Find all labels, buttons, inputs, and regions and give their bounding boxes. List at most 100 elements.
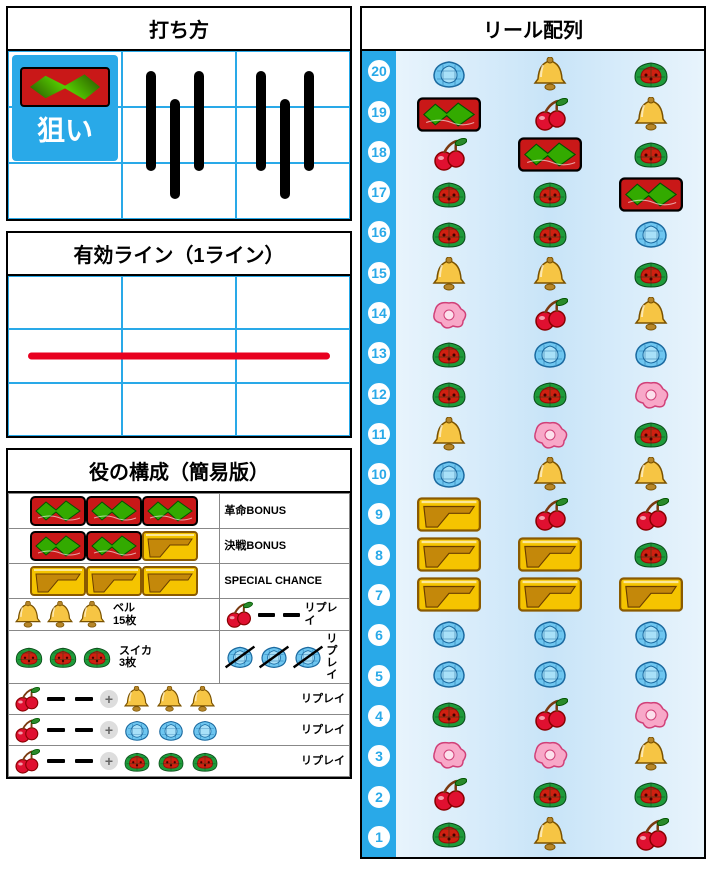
reel-slot [530, 335, 570, 373]
reel-number: 17 [362, 172, 396, 212]
reel-slot [530, 655, 570, 693]
reel-number: 11 [362, 414, 396, 454]
reel-slot [631, 655, 671, 693]
bell-icon [632, 737, 670, 771]
melon-icon [631, 259, 671, 289]
reel-slot [429, 335, 469, 373]
reel-row-numbers: 1234567891011121314151617181920 [362, 51, 396, 857]
reel-slot [429, 175, 469, 213]
blue-icon [429, 459, 469, 489]
reel-slot [532, 495, 568, 533]
melon-icon [429, 219, 469, 249]
melon-icon [13, 645, 45, 669]
reel-number: 15 [362, 253, 396, 293]
cherry-icon [633, 817, 669, 851]
reel-number: 19 [362, 91, 396, 131]
reel-number: 18 [362, 132, 396, 172]
pink-icon [631, 379, 671, 409]
reel-bars-3 [256, 63, 314, 207]
bell-icon [430, 417, 468, 451]
reel-number: 1 [362, 817, 396, 857]
reel-columns [396, 51, 704, 857]
blue-icon [156, 719, 186, 742]
pink-icon [631, 699, 671, 729]
reel-slot [530, 735, 570, 773]
melon-icon [81, 645, 113, 669]
reel-number: 2 [362, 776, 396, 816]
cherry-icon [532, 497, 568, 531]
red7-icon [142, 496, 198, 526]
play-grid: 狙い [8, 51, 350, 219]
cherry-icon [431, 137, 467, 171]
gold7-icon [417, 497, 481, 532]
gold7-icon [518, 537, 582, 572]
blue-icon [631, 219, 671, 249]
pink-icon [530, 739, 570, 769]
cherry-icon [13, 686, 40, 712]
melon-icon [156, 750, 186, 773]
reel-slot [619, 575, 683, 613]
red7-icon [30, 531, 86, 561]
melon-icon [530, 219, 570, 249]
reel-slot [633, 815, 669, 853]
reel-slot [631, 615, 671, 653]
red7-icon [86, 531, 142, 561]
blue-icon [224, 645, 256, 669]
bell-icon [632, 457, 670, 491]
bell-icon [45, 601, 75, 628]
reel-slot [631, 255, 671, 293]
blue-icon [631, 619, 671, 649]
combo-panel: 役の構成（簡易版） 革命BONUS決戦BONUSSPECIAL CHANCEベル… [6, 448, 352, 779]
reel-slot [417, 495, 481, 533]
bell-icon [430, 257, 468, 291]
blue-icon [122, 719, 152, 742]
reel-slot [429, 375, 469, 413]
reel-slot [429, 695, 469, 733]
reel-title: リール配列 [362, 8, 704, 51]
red7-icon [20, 67, 110, 107]
reel-slot [530, 375, 570, 413]
reel-slot [531, 255, 569, 293]
reel-number: 6 [362, 615, 396, 655]
melon-icon [631, 419, 671, 449]
reel-slot [631, 55, 671, 93]
blue-icon [190, 719, 220, 742]
blue-icon [429, 659, 469, 689]
melon-icon [122, 750, 152, 773]
aim-label: 狙い [37, 109, 93, 149]
blue-icon [530, 339, 570, 369]
combo-row: SPECIAL CHANCE [9, 564, 350, 599]
combo-row: スイカ 3枚リプレイ [9, 631, 350, 684]
gold7-icon [86, 566, 142, 596]
bell-icon [122, 686, 151, 712]
combo-row: +リプレイ [9, 715, 350, 746]
reel-slot [417, 95, 481, 133]
reel-slot [532, 695, 568, 733]
reel-slot [429, 55, 469, 93]
melon-icon [429, 339, 469, 369]
reel-slot [431, 775, 467, 813]
reel-number: 5 [362, 656, 396, 696]
reel-slot [531, 815, 569, 853]
reel-slot [530, 415, 570, 453]
reel-slot [530, 775, 570, 813]
reel-slot [429, 735, 469, 773]
reel-slot [631, 215, 671, 253]
melon-icon [47, 645, 79, 669]
reel-slot [431, 135, 467, 173]
reel-slot [532, 295, 568, 333]
combo-row: 革命BONUS [9, 494, 350, 529]
reel-slot [532, 95, 568, 133]
reel-slot [429, 215, 469, 253]
cherry-icon [633, 497, 669, 531]
melon-icon [631, 59, 671, 89]
gold7-icon [417, 577, 481, 612]
red7-icon [30, 496, 86, 526]
combo-row: 決戦BONUS [9, 529, 350, 564]
reel-number: 4 [362, 696, 396, 736]
payline-title: 有効ライン（1ライン） [8, 233, 350, 276]
melon-icon [631, 539, 671, 569]
payline-line [28, 353, 330, 360]
reel-number: 14 [362, 293, 396, 333]
reel-slot [632, 735, 670, 773]
